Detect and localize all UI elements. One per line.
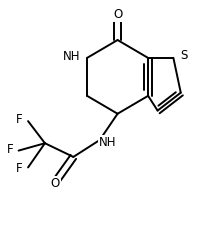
Text: F: F: [16, 162, 23, 175]
Text: O: O: [51, 177, 60, 190]
Text: NH: NH: [99, 136, 117, 149]
Text: S: S: [180, 49, 188, 62]
Text: F: F: [16, 113, 23, 125]
Text: F: F: [7, 143, 14, 156]
Text: NH: NH: [63, 50, 80, 63]
Text: O: O: [113, 8, 122, 21]
